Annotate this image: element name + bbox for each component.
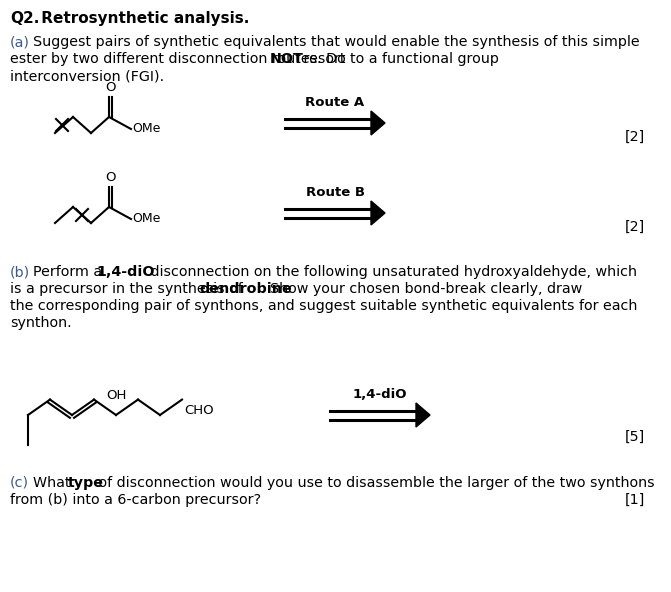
Text: ester by two different disconnection routes. Do: ester by two different disconnection rou… xyxy=(10,52,350,66)
Text: the corresponding pair of synthons, and suggest suitable synthetic equivalents f: the corresponding pair of synthons, and … xyxy=(10,299,637,313)
Text: [2]: [2] xyxy=(625,130,646,144)
Text: type: type xyxy=(68,476,104,490)
Text: . Show your chosen bond-break clearly, draw: . Show your chosen bond-break clearly, d… xyxy=(261,282,582,296)
Text: [5]: [5] xyxy=(625,430,646,444)
Polygon shape xyxy=(371,111,385,135)
Text: [2]: [2] xyxy=(625,220,646,234)
Text: (b): (b) xyxy=(10,265,30,279)
Text: interconversion (FGI).: interconversion (FGI). xyxy=(10,69,164,83)
Text: CHO: CHO xyxy=(184,404,213,417)
Text: resort to a functional group: resort to a functional group xyxy=(299,52,499,66)
Text: O: O xyxy=(105,171,116,184)
Text: [1]: [1] xyxy=(625,493,646,507)
Polygon shape xyxy=(416,403,430,427)
Text: synthon.: synthon. xyxy=(10,316,72,330)
Text: of disconnection would you use to disassemble the larger of the two synthons: of disconnection would you use to disass… xyxy=(94,476,655,490)
Text: Route A: Route A xyxy=(305,96,364,109)
Text: OMe: OMe xyxy=(132,213,160,226)
Text: 1,4-diO: 1,4-diO xyxy=(353,388,407,401)
Text: from (b) into a 6-carbon precursor?: from (b) into a 6-carbon precursor? xyxy=(10,493,261,507)
Text: Suggest pairs of synthetic equivalents that would enable the synthesis of this s: Suggest pairs of synthetic equivalents t… xyxy=(33,35,639,49)
Text: 1,4-diO: 1,4-diO xyxy=(96,265,154,279)
Text: Perform a: Perform a xyxy=(33,265,107,279)
Text: dendrobine: dendrobine xyxy=(199,282,292,296)
Text: Q2.: Q2. xyxy=(10,11,40,26)
Text: What: What xyxy=(33,476,75,490)
Text: NOT: NOT xyxy=(270,52,304,66)
Text: OMe: OMe xyxy=(132,123,160,136)
Text: (c): (c) xyxy=(10,476,29,490)
Text: O: O xyxy=(105,81,116,94)
Text: OH: OH xyxy=(106,389,126,402)
Polygon shape xyxy=(371,201,385,225)
Text: disconnection on the following unsaturated hydroxyaldehyde, which: disconnection on the following unsaturat… xyxy=(146,265,637,279)
Text: (a): (a) xyxy=(10,35,30,49)
Text: is a precursor in the synthesis of: is a precursor in the synthesis of xyxy=(10,282,247,296)
Text: Route B: Route B xyxy=(305,186,364,199)
Text: Retrosynthetic analysis.: Retrosynthetic analysis. xyxy=(36,11,250,26)
